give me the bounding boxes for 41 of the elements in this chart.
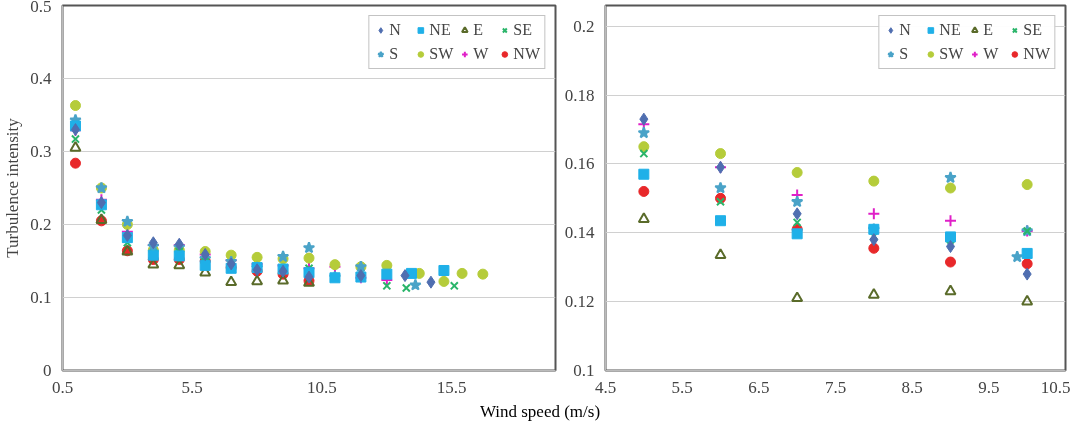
- legend-label: NE: [429, 21, 451, 39]
- x-tick-label: 5.5: [181, 377, 203, 397]
- x-tick-label: 8.5: [901, 377, 923, 397]
- x-tick-label: 9.5: [978, 377, 1000, 397]
- legend-label: NW: [513, 45, 540, 63]
- x-axis-title: Wind speed (m/s): [479, 401, 601, 423]
- legend-label: N: [389, 21, 402, 39]
- x-tick-label: 5.5: [671, 377, 693, 397]
- y-tick-label: 0.18: [564, 85, 595, 105]
- x-tick-label: 7.5: [824, 377, 847, 397]
- legend-label: SE: [1023, 21, 1043, 39]
- y-tick-label: 0.12: [564, 292, 595, 312]
- x-tick-label: 15.5: [436, 377, 467, 397]
- legend-label: W: [473, 45, 490, 63]
- legend-label: SW: [939, 45, 964, 63]
- x-tick-label: 4.5: [594, 377, 617, 397]
- legend-label: NW: [1023, 45, 1050, 63]
- y-tick-label: 0.2: [30, 215, 52, 234]
- x-tick-label: 0.5: [51, 377, 74, 397]
- y-axis-title: Turbulence intensity: [3, 117, 23, 258]
- x-tick-label: 6.5: [748, 377, 770, 397]
- x-tick-label: 10.5: [307, 377, 337, 397]
- legend-label: W: [983, 45, 1000, 63]
- legend-label: E: [983, 21, 995, 39]
- y-tick-label: 0.14: [564, 223, 595, 243]
- y-tick-label: 0.4: [30, 69, 52, 88]
- y-tick-label: 0.1: [573, 361, 595, 380]
- y-tick-label: 0.1: [30, 288, 52, 307]
- legend-label: S: [389, 45, 400, 63]
- y-tick-label: 0.2: [573, 16, 595, 36]
- legend-label: SW: [429, 45, 454, 63]
- legend-label: E: [473, 21, 485, 39]
- legend-label: N: [899, 21, 912, 39]
- x-tick-label: 10.5: [1040, 377, 1071, 397]
- y-tick-label: 0: [43, 361, 52, 380]
- legend-label: S: [899, 45, 910, 63]
- legend-label: SE: [513, 21, 533, 39]
- y-tick-label: 0.5: [30, 0, 52, 16]
- legend-label: NE: [939, 21, 961, 39]
- y-tick-label: 0.3: [30, 142, 52, 161]
- y-tick-label: 0.16: [564, 154, 595, 174]
